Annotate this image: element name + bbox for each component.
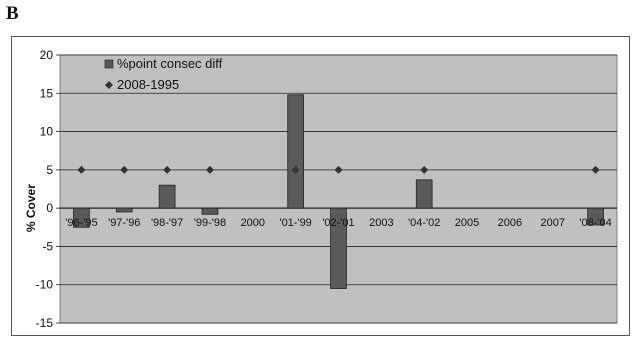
- diamond-marker: [205, 165, 214, 174]
- x-axis-ticks: '96-'95 '97-'96 '98-'97 '99-'98 2000 '01-'99 '…: [65, 217, 611, 229]
- diamond-marker: [163, 165, 172, 174]
- y-tick-label: -10: [36, 278, 54, 292]
- bar: [158, 184, 176, 209]
- bar: [587, 207, 604, 226]
- bar: [115, 207, 133, 213]
- diamond-marker: [120, 165, 129, 174]
- y-tick-label: 5: [46, 163, 53, 177]
- diamond-marker: [591, 165, 600, 174]
- x-tick-label: '97-'96: [108, 217, 140, 229]
- y-tick-label: -5: [42, 239, 53, 253]
- legend-label-marker: 2008-1995: [117, 77, 179, 92]
- x-tick-label: 2007: [540, 217, 564, 229]
- y-tick-label: 15: [40, 86, 54, 100]
- x-tick-label: '01-'99: [279, 217, 311, 229]
- diamond-marker: [77, 165, 86, 174]
- x-tick-label: '02-'01: [322, 217, 354, 229]
- legend-label-bar: %point consec diff: [117, 56, 223, 71]
- x-tick-label: 2003: [369, 217, 393, 229]
- x-tick-label: 2005: [455, 217, 479, 229]
- bar: [330, 207, 347, 289]
- legend-diamond-swatch: [105, 81, 113, 89]
- x-tick-label: '98-'97: [151, 217, 183, 229]
- x-tick-label: '99-'98: [194, 217, 226, 229]
- diamond-marker: [420, 165, 429, 174]
- marker-series: [77, 165, 600, 174]
- legend: %point consec diff 2008-1995: [104, 56, 223, 92]
- panel-label: B: [6, 3, 19, 24]
- legend-bar-swatch: [104, 59, 114, 69]
- bar: [287, 94, 304, 209]
- y-tick-label: -15: [36, 316, 54, 330]
- diamond-marker: [334, 165, 343, 174]
- chart-frame: [11, 36, 630, 336]
- bar: [415, 179, 433, 209]
- x-tick-label: '04-'02: [408, 217, 440, 229]
- diamond-marker: [291, 165, 300, 174]
- y-tick-label: 20: [40, 48, 54, 62]
- x-tick-label: '08-'04: [579, 217, 611, 229]
- y-tick-label: 10: [40, 125, 54, 139]
- bar: [73, 207, 90, 228]
- y-axis-ticks: 20 15 10 5 0 -5 -10 -15: [36, 48, 54, 330]
- y-tick-label: 0: [46, 201, 53, 215]
- y-axis-label: % Cover: [24, 184, 38, 232]
- x-tick-label: '96-'95: [65, 217, 97, 229]
- bar: [201, 207, 219, 215]
- x-tick-label: 2006: [498, 217, 522, 229]
- bar-series: [73, 94, 604, 289]
- x-tick-label: 2000: [241, 217, 265, 229]
